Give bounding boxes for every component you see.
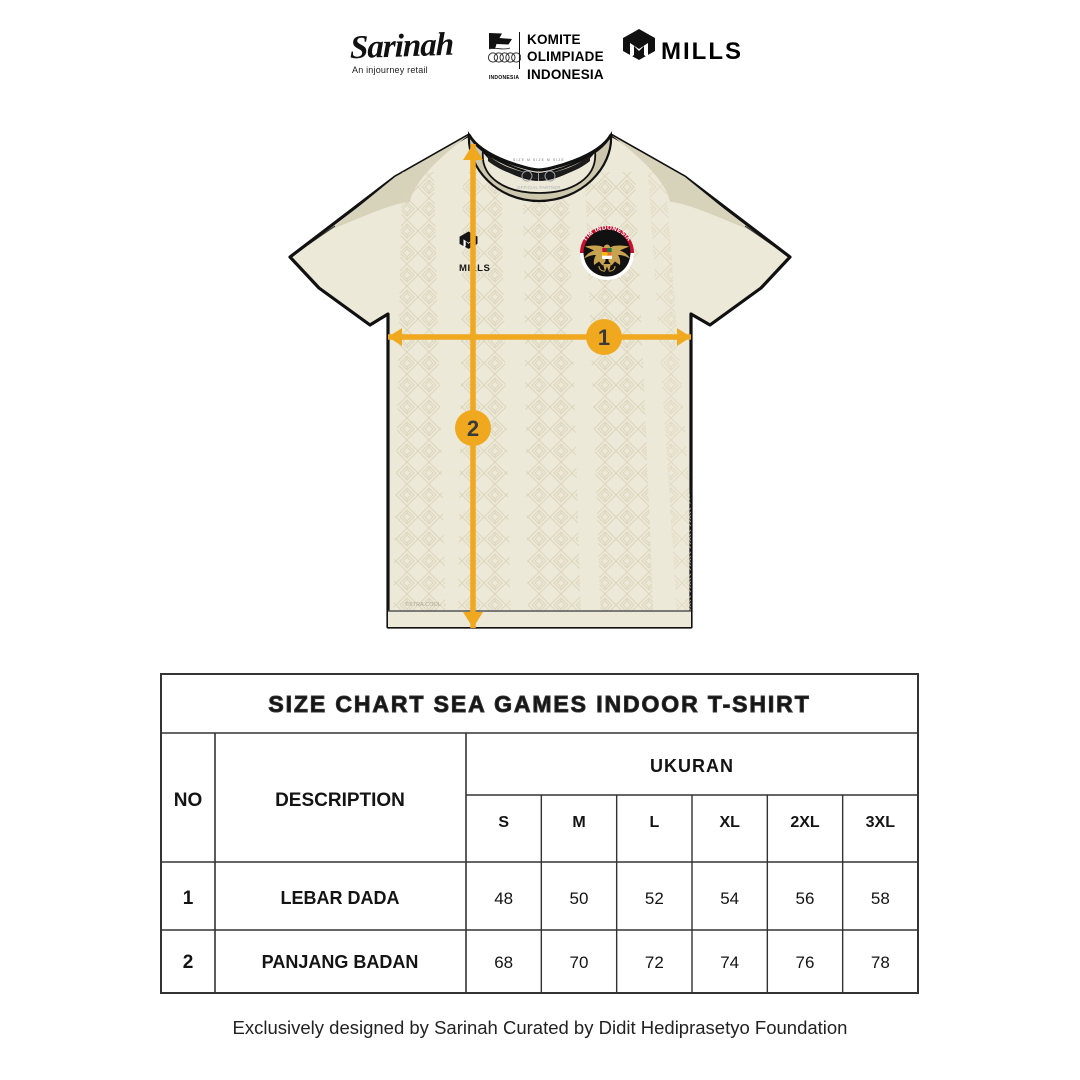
svg-text:Exclusively designed by Sarina: Exclusively designed by Sarinah Curated … [233, 1017, 848, 1038]
svg-text:M: M [572, 814, 585, 831]
svg-text:70: 70 [570, 953, 589, 972]
svg-text:48: 48 [494, 889, 513, 908]
svg-text:DESCRIPTION: DESCRIPTION [275, 790, 405, 811]
svg-text:3XL: 3XL [866, 814, 896, 831]
svg-text:2: 2 [183, 952, 194, 973]
svg-text:S: S [498, 814, 509, 831]
svg-text:56: 56 [796, 889, 815, 908]
svg-text:50: 50 [570, 889, 589, 908]
svg-text:78: 78 [871, 953, 890, 972]
svg-text:SIZE CHART SEA GAMES INDOOR T-: SIZE CHART SEA GAMES INDOOR T-SHIRT [268, 691, 810, 717]
svg-text:L: L [649, 814, 659, 831]
svg-text:72: 72 [645, 953, 664, 972]
svg-text:54: 54 [720, 889, 739, 908]
svg-text:NO: NO [174, 790, 203, 811]
svg-text:58: 58 [871, 889, 890, 908]
svg-text:52: 52 [645, 889, 664, 908]
svg-text:76: 76 [796, 953, 815, 972]
svg-text:2XL: 2XL [790, 814, 820, 831]
svg-text:LEBAR DADA: LEBAR DADA [281, 888, 400, 908]
svg-text:PANJANG BADAN: PANJANG BADAN [262, 952, 419, 972]
svg-text:1: 1 [183, 888, 194, 909]
svg-text:74: 74 [720, 953, 739, 972]
svg-text:XL: XL [719, 814, 740, 831]
svg-text:UKURAN: UKURAN [650, 756, 734, 776]
svg-text:68: 68 [494, 953, 513, 972]
